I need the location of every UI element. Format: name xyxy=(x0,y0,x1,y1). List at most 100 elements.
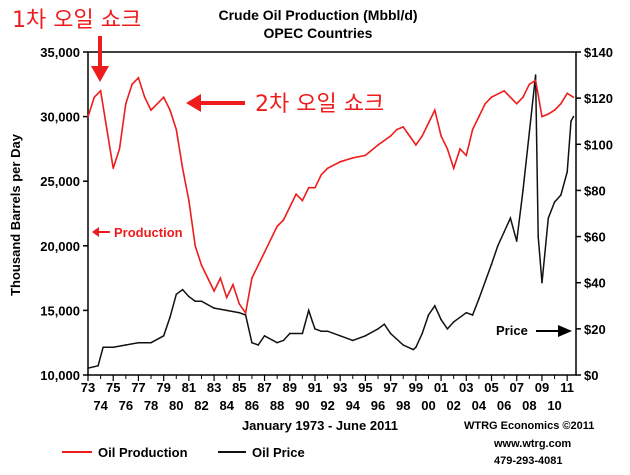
price-point xyxy=(97,364,99,367)
right-tick-label: $140 xyxy=(584,45,613,60)
x-tick-label: 95 xyxy=(358,380,372,395)
price-point xyxy=(102,346,104,349)
x-tick-label: 74 xyxy=(93,398,108,413)
price-point xyxy=(137,341,140,344)
x-tick-label: 01 xyxy=(434,380,448,395)
production-inline-label: Production xyxy=(92,225,183,240)
x-tick-label: 86 xyxy=(245,398,259,413)
oil-price-points xyxy=(87,74,575,369)
price-point xyxy=(528,131,531,134)
price-point xyxy=(522,189,524,192)
price-point xyxy=(433,304,436,307)
price-point xyxy=(471,314,474,316)
right-tick-label: $20 xyxy=(584,322,606,337)
price-point xyxy=(339,334,341,337)
x-tick-label: 79 xyxy=(156,380,170,395)
x-tick-label: 09 xyxy=(535,380,549,395)
production-point xyxy=(566,92,568,95)
production-point xyxy=(314,186,316,189)
x-tick-label: 84 xyxy=(219,398,234,413)
production-point xyxy=(169,109,171,111)
production-point xyxy=(452,167,455,170)
production-point xyxy=(276,225,278,228)
production-point xyxy=(534,79,537,82)
price-point xyxy=(377,328,379,330)
right-tick-label: $0 xyxy=(584,368,598,383)
x-ticks-lower-row: 74 76 78 80 82 84 86 88 90 92 94 96 98 00 02 04 06 08 10 xyxy=(93,375,562,413)
price-point xyxy=(427,314,430,316)
x-ticks-upper-row: 73 75 77 79 81 83 85 87 89 91 93 95 97 99 01 03 05 07 09 11 xyxy=(81,375,574,395)
production-point xyxy=(465,154,468,157)
price-point xyxy=(478,298,480,300)
production-point xyxy=(282,219,285,221)
price-point xyxy=(547,217,550,219)
production-point xyxy=(478,115,480,118)
price-point xyxy=(490,263,493,266)
production-point xyxy=(484,102,487,105)
x-tick-label: 99 xyxy=(409,380,423,395)
production-point xyxy=(150,109,152,111)
production-point xyxy=(553,109,556,111)
x-tick-label: 82 xyxy=(194,398,208,413)
oil-price-line xyxy=(87,75,575,369)
production-point xyxy=(251,277,253,279)
price-point xyxy=(560,194,562,196)
left-y-ticks: 35,000 30,000 25,000 20,000 15,000 10,000 xyxy=(40,45,88,383)
production-point xyxy=(301,199,304,202)
production-point xyxy=(232,283,234,286)
x-tick-label: 98 xyxy=(396,398,410,413)
price-point xyxy=(175,293,178,296)
price-point xyxy=(389,332,392,335)
production-point xyxy=(528,83,531,86)
left-tick-label: 30,000 xyxy=(40,110,80,125)
left-tick-label: 35,000 xyxy=(40,45,80,60)
price-point xyxy=(87,367,89,369)
production-point xyxy=(175,128,178,131)
price-point xyxy=(188,295,190,298)
x-tick-label: 92 xyxy=(320,398,334,413)
price-point xyxy=(251,341,253,344)
x-tick-label: 83 xyxy=(207,380,221,395)
production-point xyxy=(339,161,341,163)
chart-subtitle: OPEC Countries xyxy=(264,25,373,41)
production-point xyxy=(131,83,133,86)
production-point xyxy=(112,167,115,170)
production-point xyxy=(408,135,411,137)
price-point xyxy=(112,346,115,349)
price-point xyxy=(553,201,556,203)
price-point xyxy=(125,344,127,346)
production-point xyxy=(433,109,436,111)
legend-label-price: Oil Price xyxy=(252,445,305,460)
production-point xyxy=(352,157,354,159)
left-tick-label: 15,000 xyxy=(40,303,80,318)
credit-line-1: WTRG Economics ©2011 xyxy=(464,420,594,432)
production-point xyxy=(459,148,461,150)
production-point xyxy=(295,193,297,195)
price-point xyxy=(421,332,423,335)
first-shock-arrow xyxy=(91,36,109,82)
production-point xyxy=(263,251,266,254)
production-point xyxy=(320,173,323,176)
left-tick-label: 10,000 xyxy=(40,368,80,383)
production-point xyxy=(307,186,310,189)
price-point xyxy=(307,309,310,312)
production-point xyxy=(87,115,89,118)
production-point xyxy=(162,96,165,99)
price-point xyxy=(352,339,354,342)
production-point xyxy=(471,128,474,131)
x-tick-label: 78 xyxy=(144,398,158,413)
x-tick-label: 96 xyxy=(371,398,385,413)
price-point xyxy=(446,328,449,330)
price-point xyxy=(497,245,499,247)
x-tick-label: 76 xyxy=(119,398,133,413)
right-tick-label: $60 xyxy=(584,230,606,245)
x-tick-label: 06 xyxy=(497,398,511,413)
chart-title: Crude Oil Production (Mbbl/d) xyxy=(218,7,417,23)
x-tick-label: 80 xyxy=(169,398,183,413)
price-point xyxy=(162,334,165,337)
price-point xyxy=(200,300,203,302)
x-tick-label: 73 xyxy=(81,380,95,395)
production-point xyxy=(181,167,184,170)
price-point xyxy=(169,316,171,319)
x-tick-label: 08 xyxy=(522,398,536,413)
